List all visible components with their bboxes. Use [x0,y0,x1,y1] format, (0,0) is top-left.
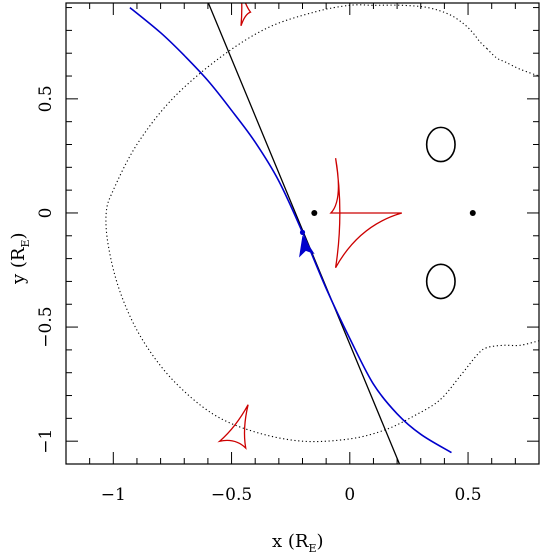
x-tick-label: 0.5 [455,485,482,505]
x-axis-label-sub: E [308,542,316,555]
y-axis-label: y (RE) [8,232,32,285]
x-axis-label-close: ) [316,531,323,552]
tick-label-layer: −1 −0.5 0 0.5 −1 −0.5 0 0.5 [36,85,482,505]
x-axis-label: x (RE) [272,531,324,555]
critical-curve-tail [486,48,539,77]
central-caustic [329,158,402,269]
critical-curve-outer [105,4,539,443]
source-point [299,229,306,235]
y-axis-label-sub: E [19,240,32,248]
y-tick-label: 0.5 [36,85,56,112]
direction-arrow [299,235,315,258]
lower-caustic [217,404,249,450]
critical-loop-1 [425,263,456,300]
y-tick-label: −1 [36,429,56,454]
y-axis-label-close: ) [8,232,29,239]
critical-loop-0 [425,126,456,163]
lens-point-0 [311,209,318,216]
x-axis-label-main: x (R [272,531,309,552]
x-tick-label: −1 [101,485,126,505]
y-axis-label-main: y (R [8,247,29,285]
y-tick-label: 0 [36,208,56,219]
x-tick-label: −0.5 [211,485,252,505]
data-layer [105,3,539,464]
source-track [129,6,452,454]
lens-point-1 [469,209,476,216]
upper-caustic [240,3,252,27]
x-tick-label: 0 [344,485,355,505]
y-tick-label: −0.5 [36,306,56,347]
tick-layer [66,3,540,465]
